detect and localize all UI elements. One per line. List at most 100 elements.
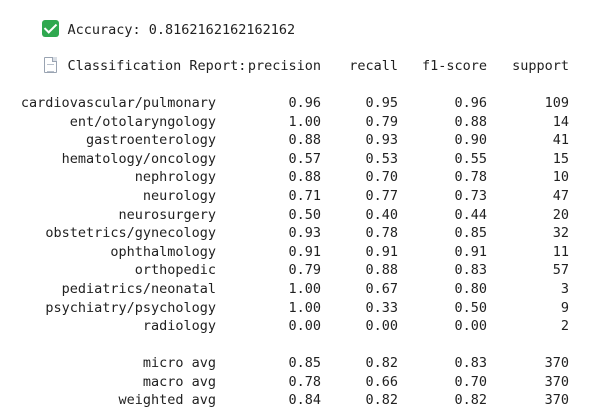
precision-value: 1.00 [288,113,321,130]
report-row: ent/otolaryngology 1.00 0.79 0.88 14 [9,113,591,132]
row-label: weighted avg [118,392,216,409]
precision-value: 0.88 [288,132,321,149]
recall-value: 0.67 [365,280,398,297]
header-precision: precision [247,57,321,74]
f1-score-value: 0.44 [454,206,487,223]
support-value: 41 [552,132,569,149]
blank-line [9,75,591,94]
f1-score-value: 0.80 [454,280,487,297]
console-output: Accuracy: 0.8162162162162162 Classificat… [9,0,591,410]
support-value: 10 [552,169,569,186]
report-row: neurosurgery 0.50 0.40 0.44 20 [9,206,591,225]
row-label: neurology [142,187,216,204]
support-value: 370 [544,355,569,372]
support-value: 32 [552,225,569,242]
support-value: 370 [544,392,569,409]
precision-value: 1.00 [288,299,321,316]
support-value: 47 [552,187,569,204]
recall-value: 0.33 [365,299,398,316]
support-value: 14 [552,113,569,130]
report-title-line: Classification Report: [9,38,591,74]
f1-score-value: 0.85 [454,225,487,242]
average-row: micro avg 0.85 0.82 0.83 370 [9,354,591,373]
row-label: obstetrics/gynecology [45,225,216,242]
average-row: weighted avg 0.84 0.82 0.82 370 [9,391,591,410]
header-support: support [512,57,569,74]
f1-score-value: 0.78 [454,169,487,186]
report-row: ophthalmology 0.91 0.91 0.91 11 [9,243,591,262]
average-row: macro avg 0.78 0.66 0.70 370 [9,373,591,392]
recall-value: 0.66 [365,373,398,390]
support-value: 20 [552,206,569,223]
support-value: 109 [544,94,569,111]
precision-value: 0.85 [288,355,321,372]
precision-value: 0.84 [288,392,321,409]
support-value: 370 [544,373,569,390]
row-label: ent/otolaryngology [69,113,216,130]
recall-value: 0.88 [365,262,398,279]
report-title: Classification Report: [67,57,247,74]
precision-value: 0.00 [288,318,321,335]
report-row: gastroenterology 0.88 0.93 0.90 41 [9,131,591,150]
f1-score-value: 0.73 [454,187,487,204]
class-rows: cardiovascular/pulmonary 0.96 0.95 0.96 109 e… [9,94,591,336]
row-label: macro avg [142,373,216,390]
row-label: orthopedic [134,262,216,279]
f1-score-value: 0.55 [454,150,487,167]
f1-score-value: 0.96 [454,94,487,111]
row-label: cardiovascular/pulmonary [20,94,216,111]
support-value: 15 [552,150,569,167]
precision-value: 0.91 [288,243,321,260]
row-label: radiology [142,318,216,335]
recall-value: 0.91 [365,243,398,260]
precision-value: 0.71 [288,187,321,204]
row-label: psychiatry/psychology [45,299,216,316]
f1-score-value: 0.91 [454,243,487,260]
row-label: pediatrics/neonatal [61,280,216,297]
report-row: psychiatry/psychology 1.00 0.33 0.50 9 [9,299,591,318]
precision-value: 0.79 [288,262,321,279]
f1-score-value: 0.50 [454,299,487,316]
support-value: 2 [560,318,569,335]
f1-score-value: 0.88 [454,113,487,130]
header-recall: recall [349,57,398,74]
row-label: gastroenterology [85,132,216,149]
precision-value: 0.93 [288,225,321,242]
report-row: nephrology 0.88 0.70 0.78 10 [9,168,591,187]
f1-score-value: 0.83 [454,262,487,279]
precision-value: 1.00 [288,280,321,297]
f1-score-value: 0.90 [454,132,487,149]
report-header-row: precision recall f1-score support [9,57,591,76]
support-value: 57 [552,262,569,279]
row-label: ophthalmology [110,243,216,260]
support-value: 11 [552,243,569,260]
recall-value: 0.82 [365,392,398,409]
accuracy-line: Accuracy: 0.8162162162162162 [9,1,591,38]
report-row: radiology 0.00 0.00 0.00 2 [9,317,591,336]
row-label: nephrology [134,169,216,186]
precision-value: 0.50 [288,206,321,223]
report-row: orthopedic 0.79 0.88 0.83 57 [9,261,591,280]
recall-value: 0.53 [365,150,398,167]
accuracy-text: Accuracy: 0.8162162162162162 [67,21,296,38]
recall-value: 0.93 [365,132,398,149]
support-value: 9 [560,299,569,316]
precision-value: 0.96 [288,94,321,111]
report-row: pediatrics/neonatal 1.00 0.67 0.80 3 [9,280,591,299]
header-f1-score: f1-score [421,57,487,74]
support-value: 3 [560,280,569,297]
recall-value: 0.77 [365,187,398,204]
precision-value: 0.88 [288,169,321,186]
recall-value: 0.00 [365,318,398,335]
report-row: neurology 0.71 0.77 0.73 47 [9,187,591,206]
f1-score-value: 0.82 [454,392,487,409]
precision-value: 0.78 [288,373,321,390]
f1-score-value: 0.00 [454,318,487,335]
f1-score-value: 0.83 [454,355,487,372]
recall-value: 0.70 [365,169,398,186]
check-mark-icon [41,19,59,37]
recall-value: 0.95 [365,94,398,111]
blank-line [9,336,591,355]
page-icon [43,56,57,73]
recall-value: 0.82 [365,355,398,372]
